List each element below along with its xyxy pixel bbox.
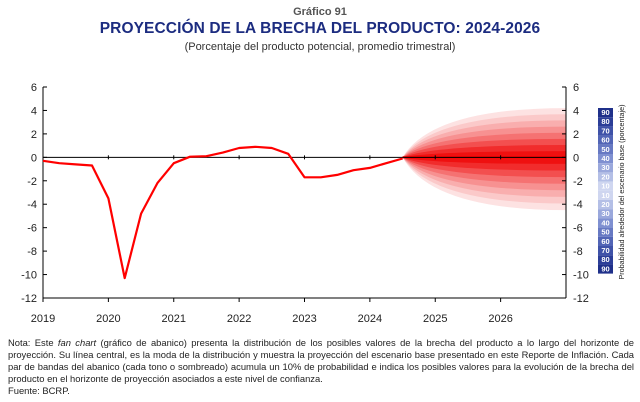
probability-label: 70 <box>601 126 609 135</box>
probability-label: 30 <box>601 209 609 218</box>
chart-source: Fuente: BCRP. <box>8 385 70 396</box>
fan-chart: 6 64 42 20 0-2 -2-4 -4-6 -6-8 -8-10 -10-12 -122019… <box>21 82 626 325</box>
x-tick-label: 2020 <box>96 313 120 325</box>
probability-label: 50 <box>601 145 609 154</box>
chart-subtitle: (Porcentaje del producto potencial, prom… <box>184 41 456 53</box>
note-prefix: Nota: Este <box>8 337 58 348</box>
x-tick-label: 2026 <box>488 313 512 325</box>
probability-cell <box>598 218 613 228</box>
probability-label: 10 <box>601 191 609 200</box>
x-tick-label: 2024 <box>358 313 382 325</box>
right-tick-label: -12 <box>573 293 589 305</box>
probability-label: 90 <box>601 108 609 117</box>
x-tick-label: 2021 <box>162 313 186 325</box>
probability-label: 60 <box>601 136 609 145</box>
left-tick-label: -4 <box>27 199 37 211</box>
x-tick-label: 2023 <box>292 313 316 325</box>
probability-cell <box>598 227 613 237</box>
probability-label: 30 <box>601 163 609 172</box>
probability-label: 50 <box>601 228 609 237</box>
left-tick-label: 2 <box>31 129 37 141</box>
left-tick-label: -2 <box>27 176 37 188</box>
x-tick-label: 2019 <box>31 313 55 325</box>
output-gap-line <box>42 145 403 280</box>
chart-kicker: Gráfico 91 <box>293 6 347 18</box>
probability-label: 20 <box>601 200 609 209</box>
probability-label: 60 <box>601 237 609 246</box>
right-tick-label: -4 <box>573 199 583 211</box>
probability-cell <box>598 246 613 256</box>
note-italic-term: fan chart <box>57 337 97 348</box>
left-tick-label: -10 <box>21 270 37 282</box>
probability-cell <box>598 200 613 210</box>
probability-cell <box>598 264 613 274</box>
left-tick-label: 0 <box>31 152 37 164</box>
note-body: (gráfico de abanico) presenta la distrib… <box>8 337 634 385</box>
probability-label: 80 <box>601 255 609 264</box>
probability-cell <box>598 181 613 191</box>
fan-bands <box>402 108 566 211</box>
right-tick-label: 6 <box>573 82 579 94</box>
probability-cell <box>598 108 613 118</box>
probability-cell <box>598 135 613 145</box>
probability-label: 20 <box>601 172 609 181</box>
probability-cell <box>598 190 613 200</box>
left-tick-label: 6 <box>31 82 37 94</box>
x-tick-label: 2025 <box>423 313 447 325</box>
probability-cell <box>598 236 613 246</box>
probability-label: 40 <box>601 218 609 227</box>
right-tick-label: -8 <box>573 246 583 258</box>
probability-label: 10 <box>601 182 609 191</box>
x-tick-label: 2022 <box>227 313 251 325</box>
probability-label: 90 <box>601 264 609 273</box>
left-tick-label: 4 <box>31 105 37 117</box>
probability-cell <box>598 117 613 127</box>
probability-cell <box>598 209 613 219</box>
left-tick-label: -6 <box>27 223 37 235</box>
probability-cell <box>598 172 613 182</box>
axis-ticks: 6 6 4 4 2 2 0 0 -2 -2 -4 -4 -6 -6 -8 -8 -10 -10 -12 -12 2019… <box>21 82 589 325</box>
chart-title: PROYECCIÓN DE LA BRECHA DEL PRODUCTO: 20… <box>99 20 541 37</box>
probability-cell <box>598 144 613 154</box>
probability-cell <box>598 255 613 265</box>
right-tick-label: 2 <box>573 129 579 141</box>
right-tick-label: -2 <box>573 176 583 188</box>
probability-axis-label: Probabilidad alrededor del escenario bas… <box>617 104 626 279</box>
right-tick-label: -10 <box>573 270 589 282</box>
probability-label: 70 <box>601 246 609 255</box>
left-tick-label: -8 <box>27 246 37 258</box>
probability-cell <box>598 126 613 136</box>
right-tick-label: 4 <box>573 105 579 117</box>
probability-cell <box>598 154 613 164</box>
right-tick-label: 0 <box>573 152 579 164</box>
right-tick-label: -6 <box>573 223 583 235</box>
probability-label: 40 <box>601 154 609 163</box>
probability-label: 80 <box>601 117 609 126</box>
left-tick-label: -12 <box>21 293 37 305</box>
chart-note: Nota: Este fan chart (gráfico de abanico… <box>8 337 634 385</box>
probability-cell <box>598 163 613 173</box>
